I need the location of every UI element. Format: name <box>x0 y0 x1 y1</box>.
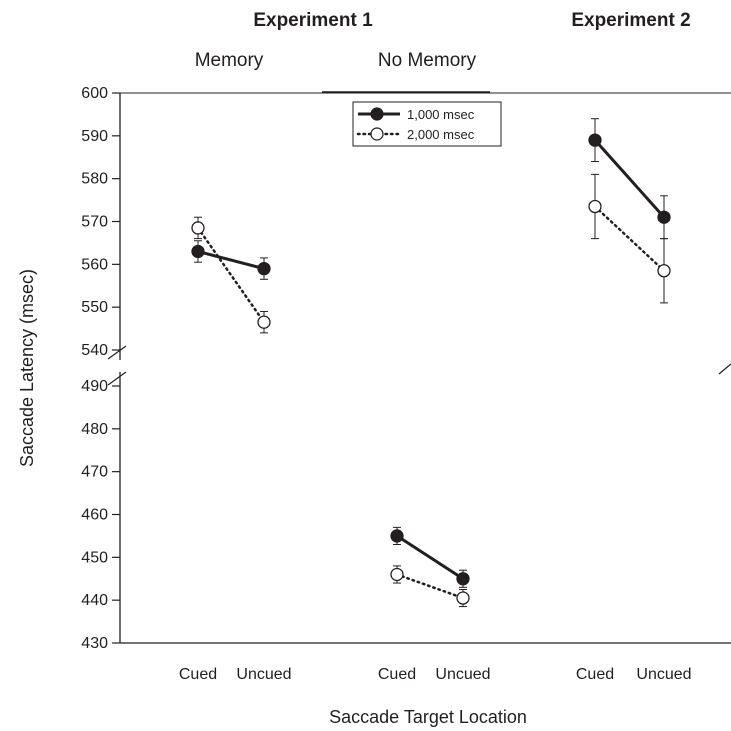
y-tick-label: 470 <box>81 464 108 481</box>
legend-label-1000: 1,000 msec <box>407 107 475 122</box>
y-tick-label: 450 <box>81 549 108 566</box>
legend-label-2000: 2,000 msec <box>407 127 475 142</box>
data-point-2000 <box>257 315 271 329</box>
x-axis-title: Saccade Target Location <box>329 707 527 727</box>
data-point-1000 <box>390 529 404 543</box>
y-tick-label: 590 <box>81 128 108 145</box>
y-tick-label: 440 <box>81 592 108 609</box>
x-tick-label: Uncued <box>636 666 691 683</box>
data-point-2000 <box>456 591 470 605</box>
data-point-1000 <box>257 261 271 276</box>
series-line-1000 <box>593 138 666 219</box>
condition-no-memory-title: No Memory <box>378 50 477 71</box>
x-tick-label: Uncued <box>236 666 291 683</box>
y-tick-label: 580 <box>81 171 108 188</box>
series-line-1000 <box>196 249 266 271</box>
data-point-2000 <box>657 264 671 278</box>
y-tick-label: 540 <box>81 342 108 359</box>
legend-marker-1000 <box>370 107 384 121</box>
axis-break-mark-upper <box>107 345 127 360</box>
y-tick-label: 560 <box>81 256 108 273</box>
y-axis-title: Saccade Latency (msec) <box>17 269 37 467</box>
y-tick-label: 480 <box>81 421 108 438</box>
y-tick-label: 460 <box>81 507 108 524</box>
series-line-1000 <box>395 534 465 581</box>
y-tick-label: 570 <box>81 214 108 231</box>
data-point-1000 <box>191 244 205 259</box>
y-tick-label: 430 <box>81 635 108 652</box>
x-tick-label: Cued <box>576 666 614 683</box>
y-tick-label: 600 <box>81 85 108 102</box>
experiment-2-title: Experiment 2 <box>571 10 690 31</box>
data-point-1000 <box>588 133 602 147</box>
x-tick-label: Cued <box>378 666 416 683</box>
series-line-2000 <box>395 573 465 600</box>
axis-break-mark-lower <box>107 371 127 386</box>
data-point-2000 <box>390 567 404 582</box>
series-line-2000 <box>593 205 666 273</box>
right-break-mark <box>718 363 731 375</box>
y-tick-label: 550 <box>81 299 108 316</box>
condition-memory-title: Memory <box>195 50 264 71</box>
series-line-2000 <box>196 226 266 324</box>
y-tick-label: 490 <box>81 378 108 395</box>
x-tick-label: Uncued <box>435 666 490 683</box>
data-point-2000 <box>588 199 602 214</box>
data-point-1000 <box>456 572 470 586</box>
legend-marker-2000 <box>370 127 384 141</box>
legend: 1,000 msec 2,000 msec <box>352 101 502 147</box>
x-tick-label: Cued <box>179 666 217 683</box>
data-point-1000 <box>657 210 671 224</box>
data-point-2000 <box>191 221 205 235</box>
experiment-1-title: Experiment 1 <box>253 10 373 31</box>
